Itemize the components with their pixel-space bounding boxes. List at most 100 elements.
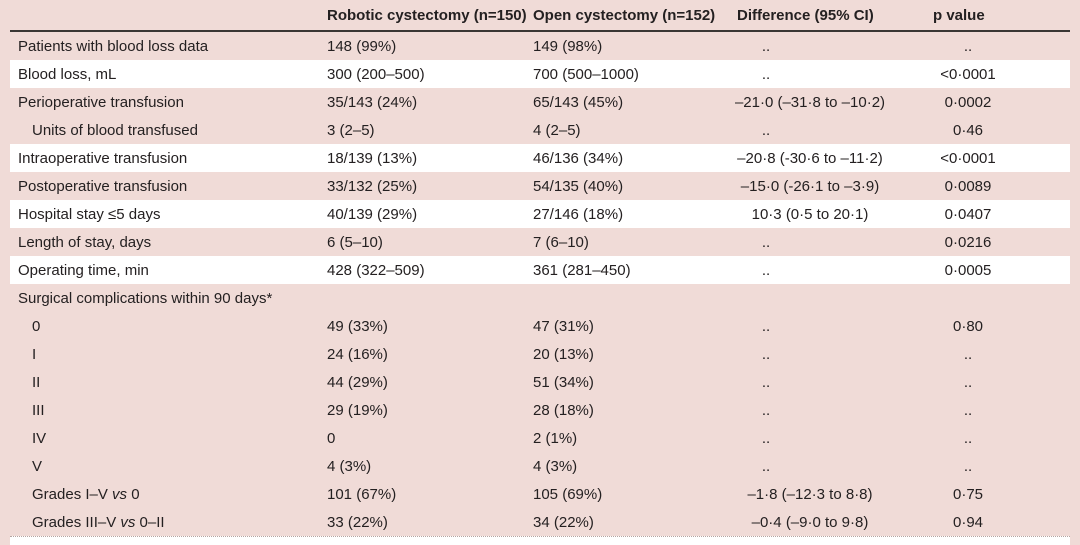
cell-robotic: 428 (322–509) — [302, 256, 508, 284]
cell-open: 47 (31%) — [508, 312, 730, 340]
cell-row-label: Intraoperative transfusion — [10, 144, 302, 172]
table-row: Intraoperative transfusion 18/139 (13%) 46… — [10, 144, 1070, 172]
table-body: Patients with blood loss data 148 (99%) 14… — [10, 31, 1070, 536]
table-row: Units of blood transfused 3 (2–5) 4 (2–5).… — [10, 116, 1070, 144]
cell-robotic: 40/139 (29%) — [302, 200, 508, 228]
table-row: Perioperative transfusion 35/143 (24%) 65/… — [10, 88, 1070, 116]
header-cell-open: Open cystectomy (n=152) — [508, 0, 730, 32]
cell-difference: .. — [730, 396, 910, 424]
cell-p: <0·0001 — [910, 60, 1070, 88]
cell-robotic: 148 (99%) — [302, 31, 508, 60]
cell-robotic: 3 (2–5) — [302, 116, 508, 144]
table-row: Surgical complications within 90 days* — [10, 284, 1070, 312]
cell-p: .. — [910, 424, 1070, 452]
cell-robotic: 24 (16%) — [302, 340, 508, 368]
cell-p — [910, 284, 1070, 312]
cell-row-label: II — [10, 368, 302, 396]
cell-difference: .. — [730, 60, 910, 88]
table-row: Operating time, min 428 (322–509) 361 (281… — [10, 256, 1070, 284]
cell-row-label: Surgical complications within 90 days* — [10, 284, 302, 312]
cell-robotic: 35/143 (24%) — [302, 88, 508, 116]
cell-robotic: 300 (200–500) — [302, 60, 508, 88]
header-cell-pvalue: p value — [910, 0, 1070, 32]
results-table-container: Robotic cystectomy (n=150) Open cystecto… — [10, 0, 1070, 536]
cell-robotic: 29 (19%) — [302, 396, 508, 424]
cell-robotic: 49 (33%) — [302, 312, 508, 340]
cell-p: <0·0001 — [910, 144, 1070, 172]
table-header: Robotic cystectomy (n=150) Open cystecto… — [10, 0, 1070, 32]
table-row: Grades III–V vs 0–II 33 (22%) 34 (22%) –0·4… — [10, 508, 1070, 536]
table-header-row: Robotic cystectomy (n=150) Open cystecto… — [10, 0, 1070, 32]
cell-robotic — [302, 284, 508, 312]
cell-difference: .. — [730, 340, 910, 368]
cell-difference: –20·8 (-30·6 to –11·2) — [730, 144, 910, 172]
cell-open: 105 (69%) — [508, 480, 730, 508]
cell-open: 700 (500–1000) — [508, 60, 730, 88]
cell-p: .. — [910, 340, 1070, 368]
cell-open: 20 (13%) — [508, 340, 730, 368]
table-row: III 29 (19%) 28 (18%).... — [10, 396, 1070, 424]
cell-robotic: 101 (67%) — [302, 480, 508, 508]
cell-robotic: 4 (3%) — [302, 452, 508, 480]
cell-open: 4 (3%) — [508, 452, 730, 480]
cell-robotic: 18/139 (13%) — [302, 144, 508, 172]
cell-difference: .. — [730, 228, 910, 256]
cell-row-label: IV — [10, 424, 302, 452]
cell-robotic: 44 (29%) — [302, 368, 508, 396]
cell-difference — [730, 284, 910, 312]
cell-row-label: III — [10, 396, 302, 424]
table-footnote-strip — [10, 536, 1070, 545]
cell-row-label: 0 — [10, 312, 302, 340]
cell-open: 28 (18%) — [508, 396, 730, 424]
cell-open — [508, 284, 730, 312]
cell-open: 54/135 (40%) — [508, 172, 730, 200]
cell-open: 7 (6–10) — [508, 228, 730, 256]
cell-p: 0·75 — [910, 480, 1070, 508]
cell-row-label: Perioperative transfusion — [10, 88, 302, 116]
cell-row-label: Operating time, min — [10, 256, 302, 284]
cell-row-label: Length of stay, days — [10, 228, 302, 256]
cell-p: 0·0002 — [910, 88, 1070, 116]
cell-difference: .. — [730, 424, 910, 452]
table-row: 0 49 (33%) 47 (31%).. 0·80 — [10, 312, 1070, 340]
cell-open: 2 (1%) — [508, 424, 730, 452]
cell-robotic: 33 (22%) — [302, 508, 508, 536]
table-row: I 24 (16%) 20 (13%).... — [10, 340, 1070, 368]
cell-row-label: Grades III–V vs 0–II — [10, 508, 302, 536]
table-row: IV 0 2 (1%).... — [10, 424, 1070, 452]
cell-row-label: Blood loss, mL — [10, 60, 302, 88]
cell-p: 0·0089 — [910, 172, 1070, 200]
header-cell-difference: Difference (95% CI) — [730, 0, 910, 32]
cell-row-label: Patients with blood loss data — [10, 31, 302, 60]
cell-difference: 10·3 (0·5 to 20·1) — [730, 200, 910, 228]
header-cell-label — [10, 0, 302, 32]
cell-p: 0·80 — [910, 312, 1070, 340]
cell-p: .. — [910, 452, 1070, 480]
cell-difference: .. — [730, 256, 910, 284]
cell-difference: .. — [730, 312, 910, 340]
table-row: Grades I–V vs 0 101 (67%) 105 (69%) –1·8 (–… — [10, 480, 1070, 508]
cell-p: .. — [910, 396, 1070, 424]
cell-difference: –21·0 (–31·8 to –10·2) — [730, 88, 910, 116]
cell-row-label: Postoperative transfusion — [10, 172, 302, 200]
cell-difference: .. — [730, 116, 910, 144]
cell-p: 0·0407 — [910, 200, 1070, 228]
cell-open: 361 (281–450) — [508, 256, 730, 284]
cell-difference: –15·0 (-26·1 to –3·9) — [730, 172, 910, 200]
cell-row-label: Hospital stay ≤5 days — [10, 200, 302, 228]
header-cell-robotic: Robotic cystectomy (n=150) — [302, 0, 527, 32]
table-row: II 44 (29%) 51 (34%).... — [10, 368, 1070, 396]
cell-p: 0·0005 — [910, 256, 1070, 284]
table-row: Patients with blood loss data 148 (99%) 14… — [10, 31, 1070, 60]
cell-difference: –1·8 (–12·3 to 8·8) — [730, 480, 910, 508]
table-row: Hospital stay ≤5 days 40/139 (29%) 27/146 … — [10, 200, 1070, 228]
cell-p: .. — [910, 368, 1070, 396]
cell-row-label: I — [10, 340, 302, 368]
cell-p: 0·94 — [910, 508, 1070, 536]
cell-row-label: Grades I–V vs 0 — [10, 480, 302, 508]
cell-open: 27/146 (18%) — [508, 200, 730, 228]
cell-difference: .. — [730, 31, 910, 60]
table-row: Length of stay, days 6 (5–10) 7 (6–10).. 0·… — [10, 228, 1070, 256]
cell-difference: .. — [730, 452, 910, 480]
